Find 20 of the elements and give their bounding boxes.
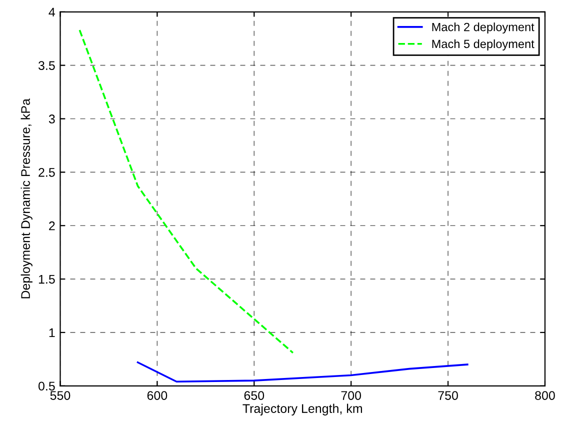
line-series <box>136 361 468 383</box>
y-tick-label: 3 <box>48 114 55 124</box>
x-tick-label: 700 <box>341 391 362 400</box>
y-tick-label: 2 <box>49 221 55 230</box>
legend-label: Mach 2 deployment <box>432 22 534 34</box>
y-tick-label: 0.5 <box>38 382 55 391</box>
x-tick-label: 600 <box>147 391 168 400</box>
legend-label: Mach 5 deployment <box>432 39 534 50</box>
x-tick-label: 750 <box>438 391 458 400</box>
y-axis-title: Deployment Dynamic Pressure, kPa <box>20 98 32 298</box>
x-tick-label: 550 <box>50 391 70 400</box>
y-tick-label: 1 <box>49 328 55 337</box>
x-tick-label: 800 <box>535 391 555 400</box>
y-tick-label: 2.5 <box>38 168 55 177</box>
y-tick-label: 1.5 <box>38 274 55 284</box>
y-tick-label: 3.5 <box>38 61 55 70</box>
y-tick-label: 4 <box>48 8 56 16</box>
x-axis-title: Trajectory Length, km <box>242 404 362 416</box>
x-tick-label: 650 <box>244 391 264 400</box>
line-series <box>78 29 294 354</box>
